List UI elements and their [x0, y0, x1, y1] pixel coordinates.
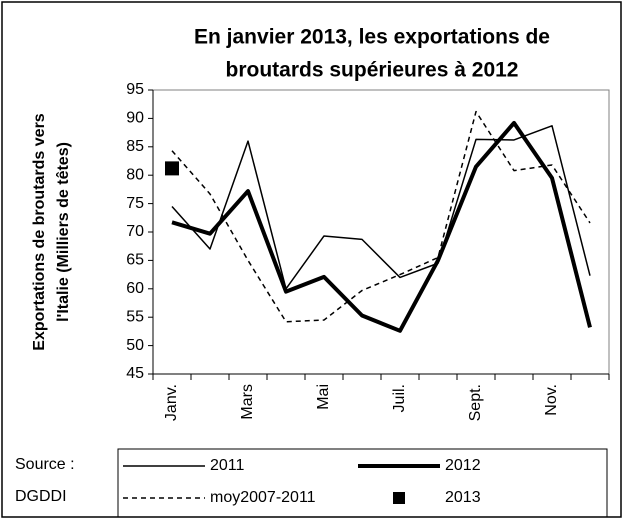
- x-tick-label: Mars: [239, 384, 256, 420]
- y-tick-label: 45: [126, 365, 144, 382]
- line: [171, 120, 592, 333]
- legend-label: 2013: [445, 489, 481, 506]
- legend-label: moy2007-2011: [210, 489, 316, 506]
- y-tick-label: 65: [126, 252, 144, 269]
- line: [171, 125, 591, 290]
- y-tick-label: 90: [126, 110, 144, 127]
- source-label: Source :: [15, 456, 75, 473]
- y-tick-label: 85: [126, 138, 144, 155]
- y-axis-label: Exportations de broutards vers: [31, 113, 48, 350]
- legend-box: [117, 448, 608, 518]
- y-tick-label: 60: [126, 280, 144, 297]
- x-tick-label: Nov.: [543, 384, 560, 416]
- chart-title: broutards supérieures à 2012: [226, 59, 519, 82]
- source-text: DGDDI: [15, 488, 67, 505]
- y-tick-label: 50: [126, 337, 144, 354]
- y-tick-label: 80: [126, 166, 144, 183]
- chart-title: En janvier 2013, les exportations de: [194, 26, 550, 49]
- legend-label: 2012: [445, 457, 481, 474]
- x-tick-label: Sept.: [467, 384, 484, 421]
- x-tick-label: Juil.: [391, 384, 408, 412]
- legend-label: 2011: [210, 457, 245, 474]
- y-tick-label: 95: [126, 81, 144, 98]
- plot-area: [152, 89, 610, 375]
- x-tick-label: Mai: [315, 384, 332, 410]
- y-tick-label: 70: [126, 223, 144, 240]
- x-tick-label: Janv.: [163, 384, 180, 421]
- y-tick-label: 75: [126, 195, 144, 212]
- marker: [165, 161, 179, 176]
- legend-marker: [393, 492, 405, 504]
- y-axis-label: l'Italie (Milliers de têtes): [55, 142, 72, 322]
- y-tick-label: 55: [126, 308, 144, 325]
- line: [171, 110, 591, 323]
